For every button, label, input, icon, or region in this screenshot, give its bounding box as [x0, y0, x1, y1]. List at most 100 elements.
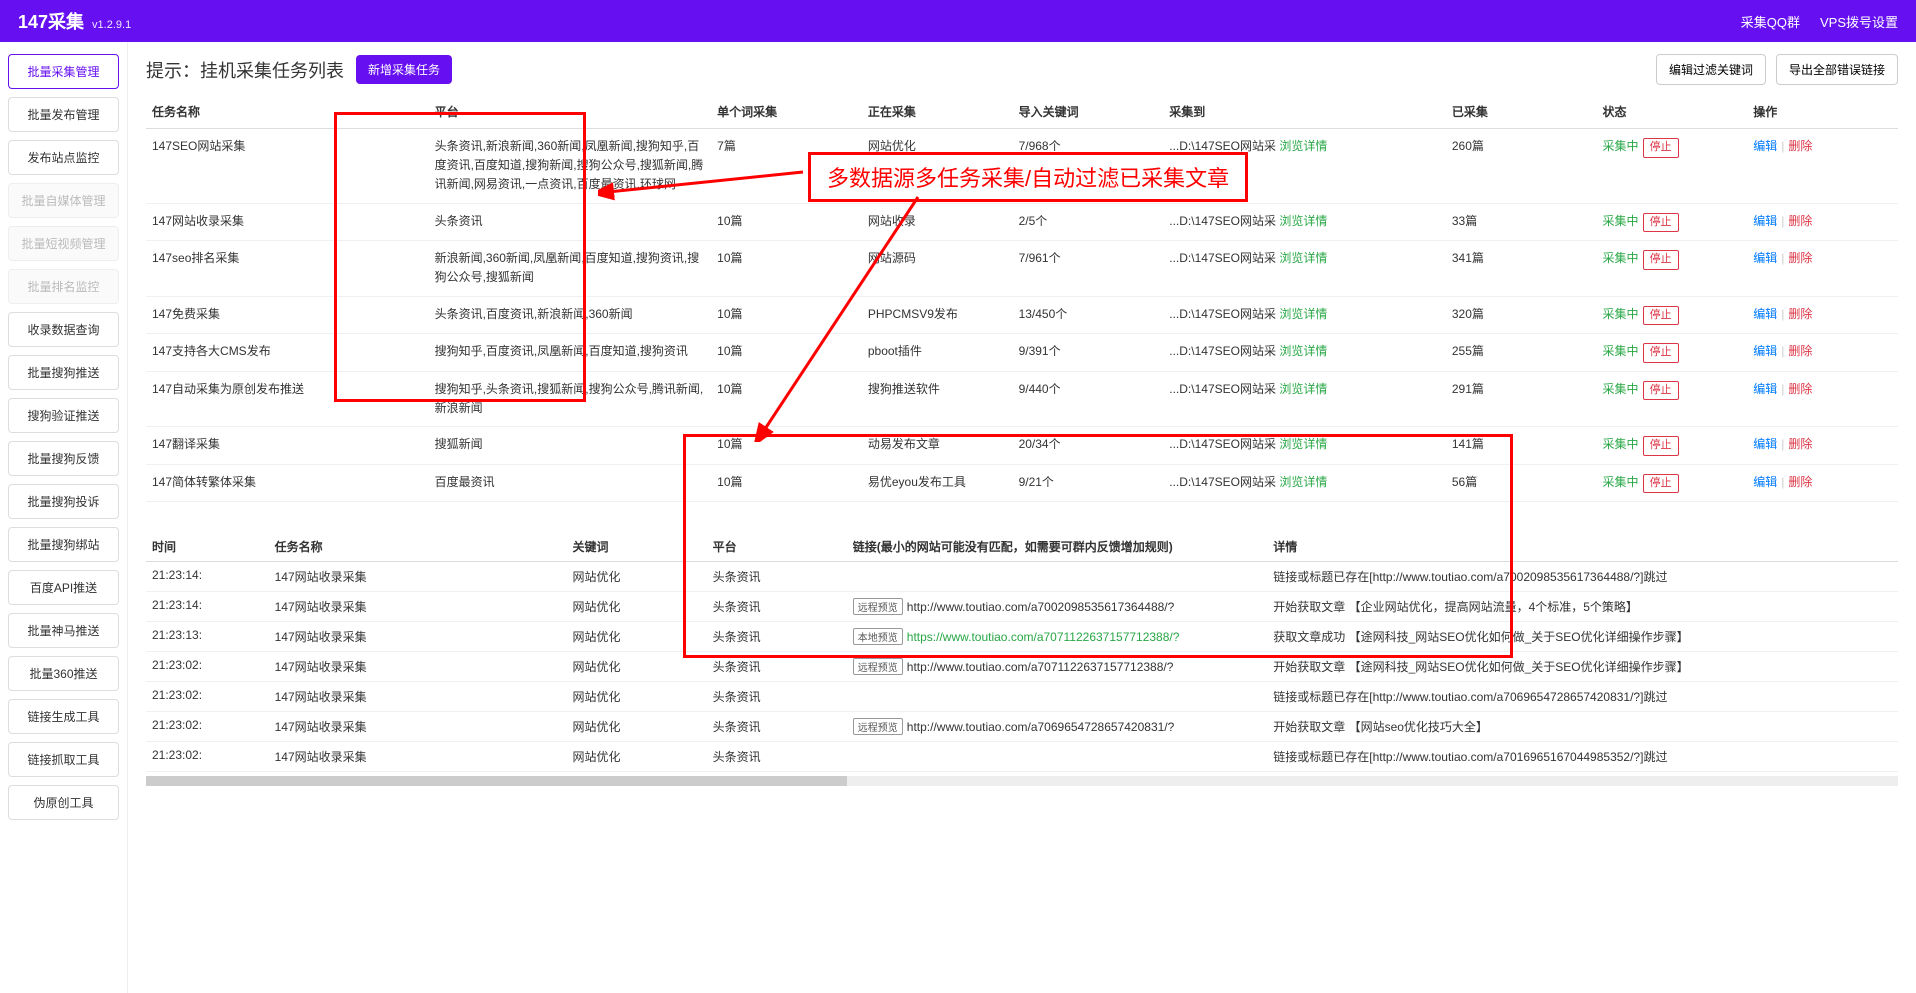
log-row: 21:23:02:147网站收录采集网站优化头条资讯链接或标题已存在[http:… [146, 682, 1898, 712]
task-actions: 编辑|删除 [1747, 334, 1898, 372]
delete-link[interactable]: 删除 [1788, 475, 1812, 489]
preview-button[interactable]: 本地预览 [853, 628, 903, 645]
stop-button[interactable]: 停止 [1643, 343, 1679, 363]
stop-button[interactable]: 停止 [1643, 138, 1679, 158]
edit-link[interactable]: 编辑 [1753, 139, 1777, 153]
log-time: 21:23:14: [146, 562, 269, 592]
browse-detail-link[interactable]: 浏览详情 [1279, 214, 1327, 228]
task-status: 采集中停止 [1597, 464, 1748, 502]
stop-button[interactable]: 停止 [1643, 381, 1679, 401]
log-detail: 开始获取文章 【企业网站优化，提高网站流量，4个标准，5个策略】 [1267, 592, 1898, 622]
task-row: 147翻译采集搜狐新闻10篇动易发布文章20/34个...D:\147SEO网站… [146, 427, 1898, 465]
task-cell: 255篇 [1446, 334, 1597, 372]
delete-link[interactable]: 删除 [1788, 437, 1812, 451]
delete-link[interactable]: 删除 [1788, 344, 1812, 358]
log-url[interactable]: http://www.toutiao.com/a7002098535617364… [907, 600, 1175, 614]
edit-link[interactable]: 编辑 [1753, 307, 1777, 321]
sidebar-item-7[interactable]: 批量搜狗推送 [8, 355, 119, 390]
sidebar-item-1[interactable]: 批量发布管理 [8, 97, 119, 132]
stop-button[interactable]: 停止 [1643, 474, 1679, 494]
edit-link[interactable]: 编辑 [1753, 475, 1777, 489]
task-cell: 搜狗推送软件 [862, 371, 1013, 426]
app-title: 147采集 [18, 8, 84, 34]
browse-detail-link[interactable]: 浏览详情 [1279, 344, 1327, 358]
task-actions: 编辑|删除 [1747, 296, 1898, 334]
status-tag: 采集中 [1603, 382, 1639, 396]
task-cell: 341篇 [1446, 241, 1597, 296]
task-cell: 10篇 [711, 464, 862, 502]
edit-link[interactable]: 编辑 [1753, 344, 1777, 358]
preview-button[interactable]: 远程预览 [853, 718, 903, 735]
log-platform: 头条资讯 [707, 682, 847, 712]
log-col-0: 时间 [146, 532, 269, 562]
task-cell: 147翻译采集 [146, 427, 429, 465]
browse-detail-link[interactable]: 浏览详情 [1279, 382, 1327, 396]
sidebar-item-9[interactable]: 批量搜狗反馈 [8, 441, 119, 476]
stop-button[interactable]: 停止 [1643, 306, 1679, 326]
browse-detail-link[interactable]: 浏览详情 [1279, 251, 1327, 265]
task-cell: 百度最资讯 [429, 464, 712, 502]
log-keyword: 网站优化 [566, 622, 706, 652]
new-task-button[interactable]: 新增采集任务 [356, 55, 452, 84]
sidebar-item-8[interactable]: 搜狗验证推送 [8, 398, 119, 433]
header-link-qq[interactable]: 采集QQ群 [1741, 12, 1800, 31]
filter-keywords-button[interactable]: 编辑过滤关键词 [1656, 54, 1766, 85]
delete-link[interactable]: 删除 [1788, 214, 1812, 228]
task-target: ...D:\147SEO网站采 浏览详情 [1163, 464, 1446, 502]
browse-detail-link[interactable]: 浏览详情 [1279, 475, 1327, 489]
sidebar-item-2[interactable]: 发布站点监控 [8, 140, 119, 175]
export-errors-button[interactable]: 导出全部错误链接 [1776, 54, 1898, 85]
log-url[interactable]: http://www.toutiao.com/a7069654728657420… [907, 720, 1175, 734]
sidebar-item-0[interactable]: 批量采集管理 [8, 54, 119, 89]
log-url[interactable]: http://www.toutiao.com/a7071122637157712… [907, 660, 1174, 674]
sidebar-item-12[interactable]: 百度API推送 [8, 570, 119, 605]
sidebar-item-10[interactable]: 批量搜狗投诉 [8, 484, 119, 519]
task-cell: PHPCMSV9发布 [862, 296, 1013, 334]
task-cell: 10篇 [711, 296, 862, 334]
header-link-vps[interactable]: VPS拨号设置 [1820, 12, 1898, 31]
log-platform: 头条资讯 [707, 622, 847, 652]
sidebar-item-14[interactable]: 批量360推送 [8, 656, 119, 691]
horizontal-scrollbar[interactable] [146, 776, 1898, 786]
log-url[interactable]: https://www.toutiao.com/a707112263715771… [907, 630, 1180, 644]
stop-button[interactable]: 停止 [1643, 213, 1679, 233]
task-cell: 56篇 [1446, 464, 1597, 502]
task-actions: 编辑|删除 [1747, 203, 1898, 241]
sidebar: 批量采集管理批量发布管理发布站点监控批量自媒体管理批量短视频管理批量排名监控收录… [0, 42, 128, 993]
log-keyword: 网站优化 [566, 652, 706, 682]
preview-button[interactable]: 远程预览 [853, 598, 903, 615]
sidebar-item-17[interactable]: 伪原创工具 [8, 785, 119, 820]
task-status: 采集中停止 [1597, 334, 1748, 372]
sidebar-item-13[interactable]: 批量神马推送 [8, 613, 119, 648]
sidebar-item-16[interactable]: 链接抓取工具 [8, 742, 119, 777]
delete-link[interactable]: 删除 [1788, 139, 1812, 153]
browse-detail-link[interactable]: 浏览详情 [1279, 307, 1327, 321]
delete-link[interactable]: 删除 [1788, 307, 1812, 321]
delete-link[interactable]: 删除 [1788, 251, 1812, 265]
log-detail: 链接或标题已存在[http://www.toutiao.com/a7069654… [1267, 682, 1898, 712]
edit-link[interactable]: 编辑 [1753, 214, 1777, 228]
stop-button[interactable]: 停止 [1643, 250, 1679, 270]
sidebar-item-15[interactable]: 链接生成工具 [8, 699, 119, 734]
task-target: ...D:\147SEO网站采 浏览详情 [1163, 203, 1446, 241]
edit-link[interactable]: 编辑 [1753, 382, 1777, 396]
edit-link[interactable]: 编辑 [1753, 251, 1777, 265]
log-task: 147网站收录采集 [269, 712, 567, 742]
sidebar-item-11[interactable]: 批量搜狗绑站 [8, 527, 119, 562]
status-tag: 采集中 [1603, 475, 1639, 489]
status-tag: 采集中 [1603, 139, 1639, 153]
preview-button[interactable]: 远程预览 [853, 658, 903, 675]
log-keyword: 网站优化 [566, 712, 706, 742]
delete-link[interactable]: 删除 [1788, 382, 1812, 396]
log-time: 21:23:02: [146, 682, 269, 712]
log-task: 147网站收录采集 [269, 742, 567, 772]
task-cell: 头条资讯,新浪新闻,360新闻,凤凰新闻,搜狗知乎,百度资讯,百度知道,搜狗新闻… [429, 129, 712, 204]
stop-button[interactable]: 停止 [1643, 436, 1679, 456]
task-cell: 网站优化 [862, 129, 1013, 204]
log-col-5: 详情 [1267, 532, 1898, 562]
task-row: 147免费采集头条资讯,百度资讯,新浪新闻,360新闻10篇PHPCMSV9发布… [146, 296, 1898, 334]
sidebar-item-6[interactable]: 收录数据查询 [8, 312, 119, 347]
browse-detail-link[interactable]: 浏览详情 [1279, 139, 1327, 153]
browse-detail-link[interactable]: 浏览详情 [1279, 437, 1327, 451]
edit-link[interactable]: 编辑 [1753, 437, 1777, 451]
